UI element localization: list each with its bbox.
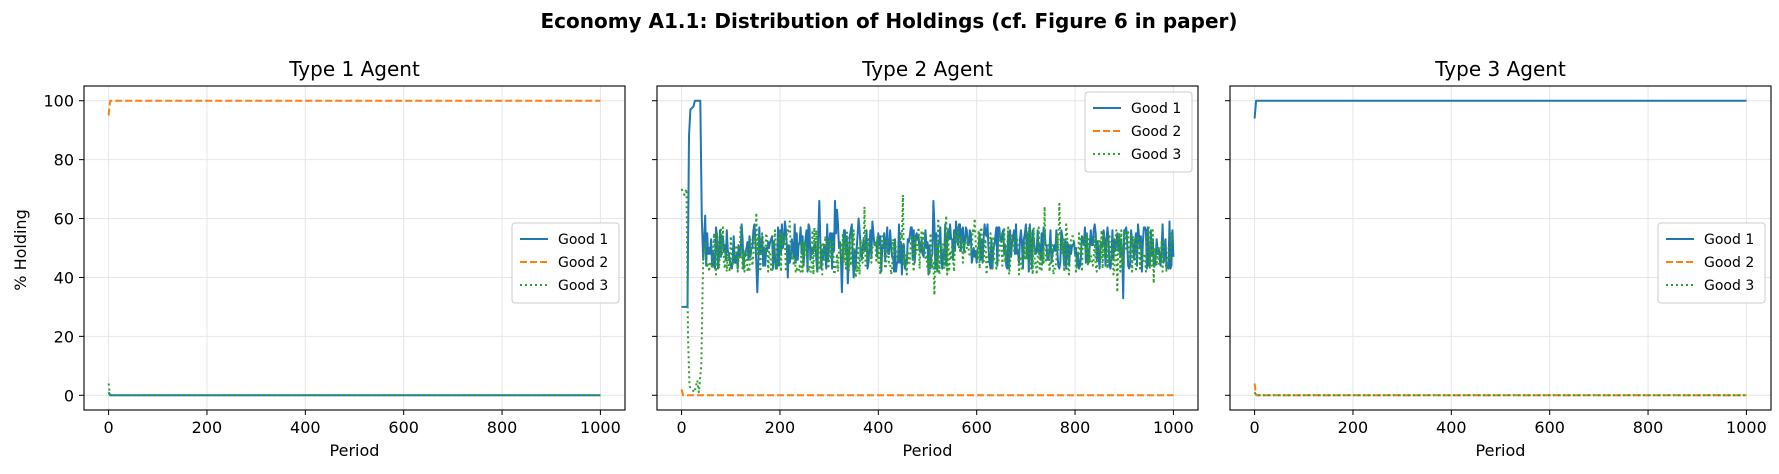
legend: Good 1 Good 2 Good 3 <box>1084 91 1193 173</box>
series-line-good-3 <box>107 383 601 397</box>
x-tick-label: 0 <box>103 418 113 437</box>
y-tick-label: 80 <box>54 151 74 170</box>
y-tick-label: 60 <box>54 210 74 229</box>
x-tick-label: 1000 <box>1726 418 1767 437</box>
x-tick-label: 800 <box>1060 418 1091 437</box>
y-tick-label: 20 <box>54 327 74 346</box>
x-tick-label: 200 <box>1338 418 1369 437</box>
series-group <box>107 99 601 397</box>
subplot-title: Type 3 Agent <box>1434 57 1566 81</box>
x-tick-label: 0 <box>1249 418 1259 437</box>
series-group <box>680 99 1175 397</box>
x-tick-label: 200 <box>192 418 223 437</box>
subplot-3: 0 200 400 600 800 1000 Type 3 Agent Period Good … <box>1225 57 1772 460</box>
series-line-good-3 <box>1253 391 1747 397</box>
x-tick-label: 400 <box>290 418 321 437</box>
legend-label-good-3: Good 3 <box>1704 278 1754 294</box>
legend-box <box>1657 222 1766 304</box>
axes-frame <box>656 85 1199 411</box>
legend-label-good-2: Good 2 <box>558 255 608 271</box>
x-tick-label: 200 <box>765 418 796 437</box>
x-axis-label: Period <box>903 441 953 460</box>
x-tick-label: 600 <box>388 418 419 437</box>
y-axis: 0 20 40 60 80 100 <box>43 92 84 405</box>
y-tick-label: 100 <box>43 92 74 111</box>
legend-label-good-1: Good 1 <box>558 232 608 248</box>
x-tick-label: 600 <box>961 418 992 437</box>
legend-label-good-3: Good 3 <box>558 278 608 294</box>
x-axis: 0 200 400 600 800 1000 <box>1249 410 1767 437</box>
y-tick-label: 0 <box>64 386 74 405</box>
series-line-good-2 <box>680 389 1174 397</box>
subplot-title: Type 2 Agent <box>861 57 993 81</box>
x-tick-label: 400 <box>863 418 894 437</box>
x-tick-label: 1000 <box>1153 418 1194 437</box>
subplot-1: 0 200 400 600 800 1000 0 20 40 60 80 100 Type 1 Agen… <box>43 57 626 460</box>
y-axis-label: % Holding <box>11 209 30 290</box>
legend-label-good-2: Good 2 <box>1131 124 1181 140</box>
legend: Good 1 Good 2 Good 3 <box>511 222 620 304</box>
y-axis <box>652 100 657 396</box>
subplot-2: 0 200 400 600 800 1000 Type 2 Agent Period Good … <box>652 57 1199 460</box>
legend-label-good-2: Good 2 <box>1704 255 1754 271</box>
axes-frame <box>83 85 626 411</box>
axes-frame <box>1229 85 1772 411</box>
legend-label-good-1: Good 1 <box>1131 101 1181 117</box>
series-group <box>1253 99 1747 397</box>
x-axis: 0 200 400 600 800 1000 <box>103 410 621 437</box>
x-tick-label: 800 <box>1633 418 1664 437</box>
x-axis-label: Period <box>1476 441 1526 460</box>
subplot-title: Type 1 Agent <box>288 57 420 81</box>
x-tick-label: 600 <box>1534 418 1565 437</box>
x-tick-label: 800 <box>487 418 518 437</box>
series-line-good-1 <box>1253 99 1747 119</box>
x-axis: 0 200 400 600 800 1000 <box>676 410 1194 437</box>
x-tick-label: 400 <box>1436 418 1467 437</box>
legend-box <box>511 222 620 304</box>
legend-box <box>1084 91 1193 173</box>
subplots: 0 200 400 600 800 1000 0 20 40 60 80 100 Type 1 Agen… <box>43 57 1772 460</box>
figure-suptitle: Economy A1.1: Distribution of Holdings (… <box>540 9 1237 33</box>
legend-label-good-1: Good 1 <box>1704 232 1754 248</box>
x-tick-label: 1000 <box>580 418 621 437</box>
series-line-good-2 <box>107 99 601 116</box>
series-line-good-2 <box>1253 383 1747 397</box>
y-tick-label: 40 <box>54 268 74 287</box>
y-axis <box>1225 100 1230 396</box>
legend-label-good-3: Good 3 <box>1131 147 1181 163</box>
legend: Good 1 Good 2 Good 3 <box>1657 222 1766 304</box>
x-axis-label: Period <box>330 441 380 460</box>
series-line-good-3 <box>680 188 1175 394</box>
x-tick-label: 0 <box>676 418 686 437</box>
